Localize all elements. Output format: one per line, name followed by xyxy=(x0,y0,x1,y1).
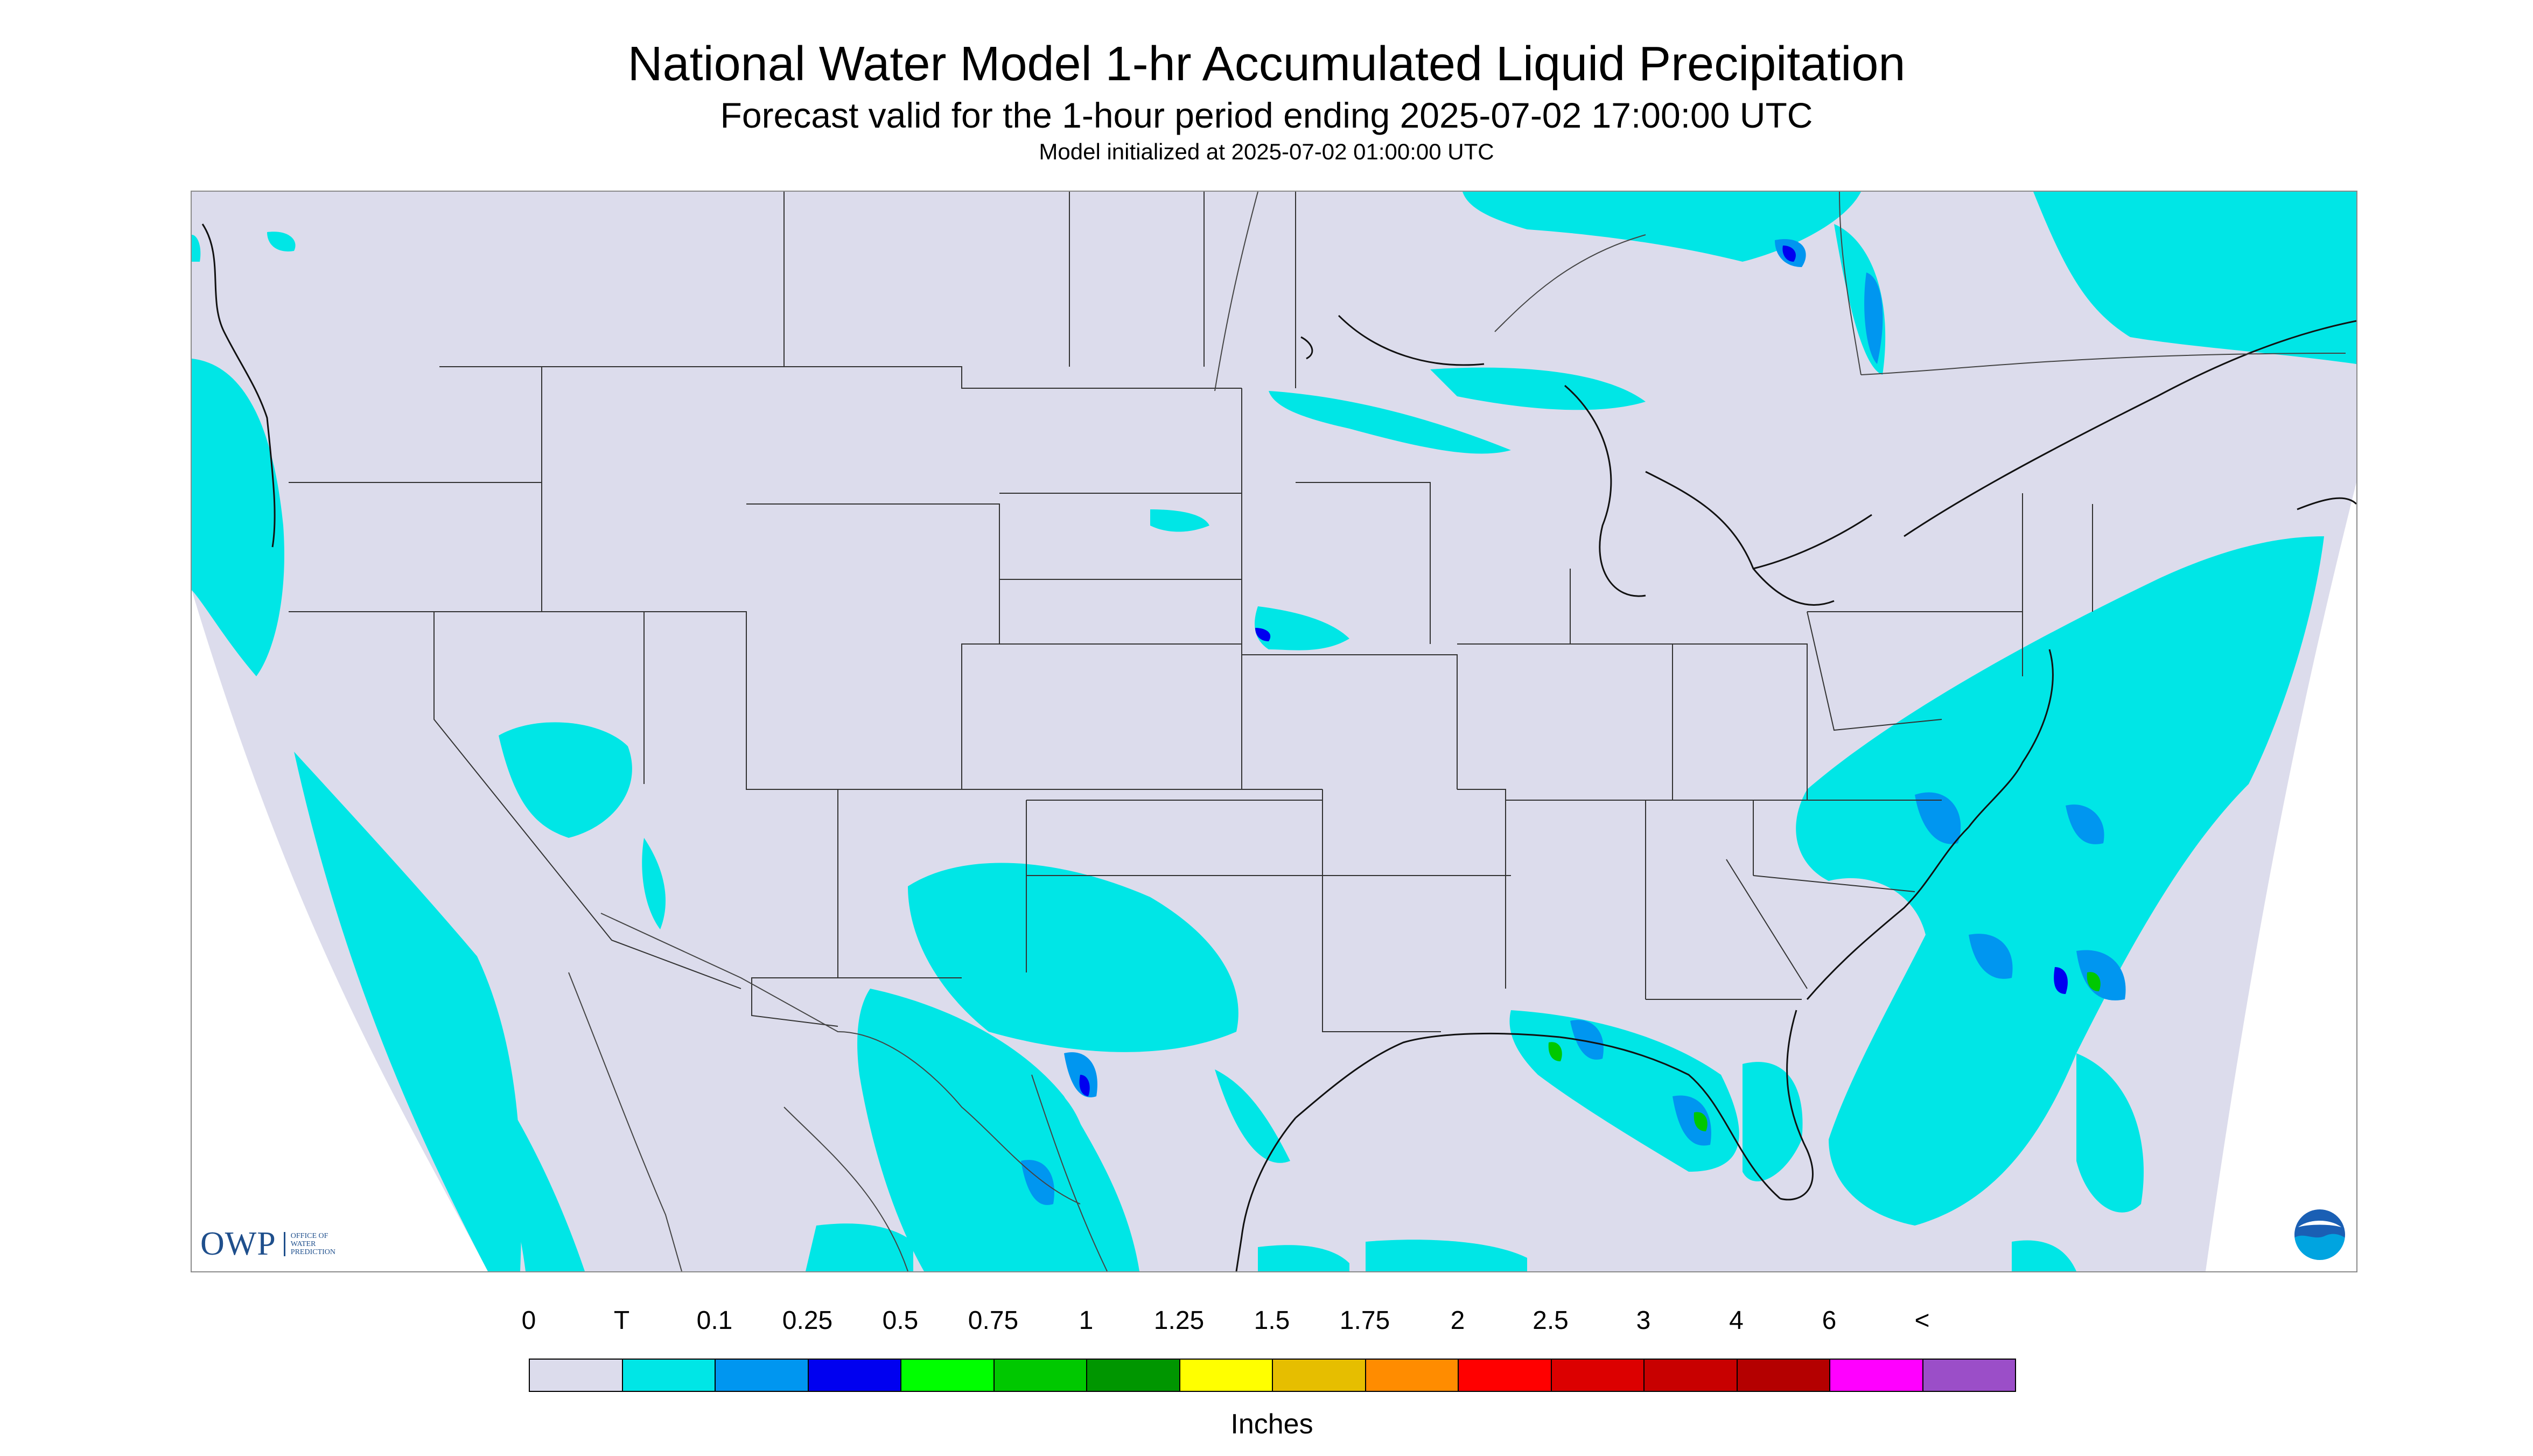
mexico-canada-borders xyxy=(568,192,2346,1271)
owp-logo-word: OFFICE OF xyxy=(290,1231,328,1240)
legend-unit-label: Inches xyxy=(1230,1409,1313,1440)
legend-tick-label: 2.5 xyxy=(1533,1306,1569,1335)
legend-swatch xyxy=(1458,1359,1552,1392)
legend-swatch xyxy=(1086,1359,1180,1392)
precipitation-cyan-areas xyxy=(192,192,2356,1271)
owp-logo-words: OFFICE OF WATER PREDICTION xyxy=(283,1231,336,1256)
legend-swatch xyxy=(1736,1359,1830,1392)
legend-tick-label: 0.5 xyxy=(882,1306,919,1335)
owp-logo: OWP OFFICE OF WATER PREDICTION xyxy=(200,1222,335,1265)
legend-swatch xyxy=(900,1359,995,1392)
legend-tick-label: 1 xyxy=(1079,1306,1094,1335)
legend-swatch xyxy=(807,1359,901,1392)
legend-tick-label: 0.25 xyxy=(782,1306,833,1335)
legend-tick-label: 0.75 xyxy=(968,1306,1019,1335)
legend-swatch xyxy=(1643,1359,1738,1392)
legend-tick-label: 2 xyxy=(1450,1306,1465,1335)
owp-logo-word: PREDICTION xyxy=(290,1248,336,1256)
legend-tick-label: 1.25 xyxy=(1153,1306,1205,1335)
owp-logo-word: WATER xyxy=(290,1240,316,1248)
legend-tick-label: 3 xyxy=(1636,1306,1651,1335)
legend-swatch xyxy=(1922,1359,2016,1392)
map-title: National Water Model 1-hr Accumulated Li… xyxy=(627,37,1906,91)
legend-swatch xyxy=(715,1359,809,1392)
state-borders xyxy=(289,192,2093,1032)
forecast-valid-subtitle: Forecast valid for the 1-hour period end… xyxy=(720,95,1813,135)
legend-tick-label: 0.1 xyxy=(696,1306,733,1335)
precipitation-heavy-cells xyxy=(1021,239,2126,1205)
legend-swatch xyxy=(1550,1359,1645,1392)
precipitation-legend: 0 T 0.1 0.25 0.5 0.75 1 1.25 1.5 1.75 2 2.5 3 4 6 < Inc… xyxy=(522,1306,2016,1440)
legend-tick-label: 6 xyxy=(1822,1306,1837,1335)
legend-tick-label: 1.5 xyxy=(1254,1306,1290,1335)
legend-tick-label: < xyxy=(1914,1306,1930,1335)
noaa-logo-icon xyxy=(2293,1208,2346,1261)
legend-tick-label: 0 xyxy=(521,1306,536,1335)
legend-tick-label: 1.75 xyxy=(1339,1306,1390,1335)
projection-domain xyxy=(192,192,2356,1271)
coastlines-lakes xyxy=(201,223,2356,1271)
legend-swatch xyxy=(1179,1359,1273,1392)
legend-swatch xyxy=(1365,1359,1459,1392)
legend-tick-label: 4 xyxy=(1729,1306,1744,1335)
legend-swatch xyxy=(529,1359,623,1392)
legend-swatch xyxy=(993,1359,1087,1392)
legend-swatch xyxy=(1829,1359,1923,1392)
legend-tick-label: T xyxy=(613,1306,630,1335)
legend-swatch xyxy=(621,1359,716,1392)
model-init-text: Model initialized at 2025-07-02 01:00:00… xyxy=(1039,139,1494,164)
legend-swatch xyxy=(1272,1359,1366,1392)
owp-logo-letters: OWP xyxy=(200,1225,276,1262)
precipitation-map xyxy=(191,191,2357,1272)
